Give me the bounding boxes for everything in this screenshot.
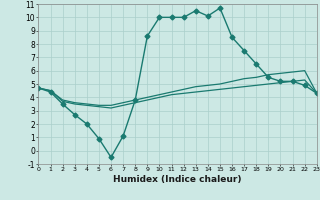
- X-axis label: Humidex (Indice chaleur): Humidex (Indice chaleur): [113, 175, 242, 184]
